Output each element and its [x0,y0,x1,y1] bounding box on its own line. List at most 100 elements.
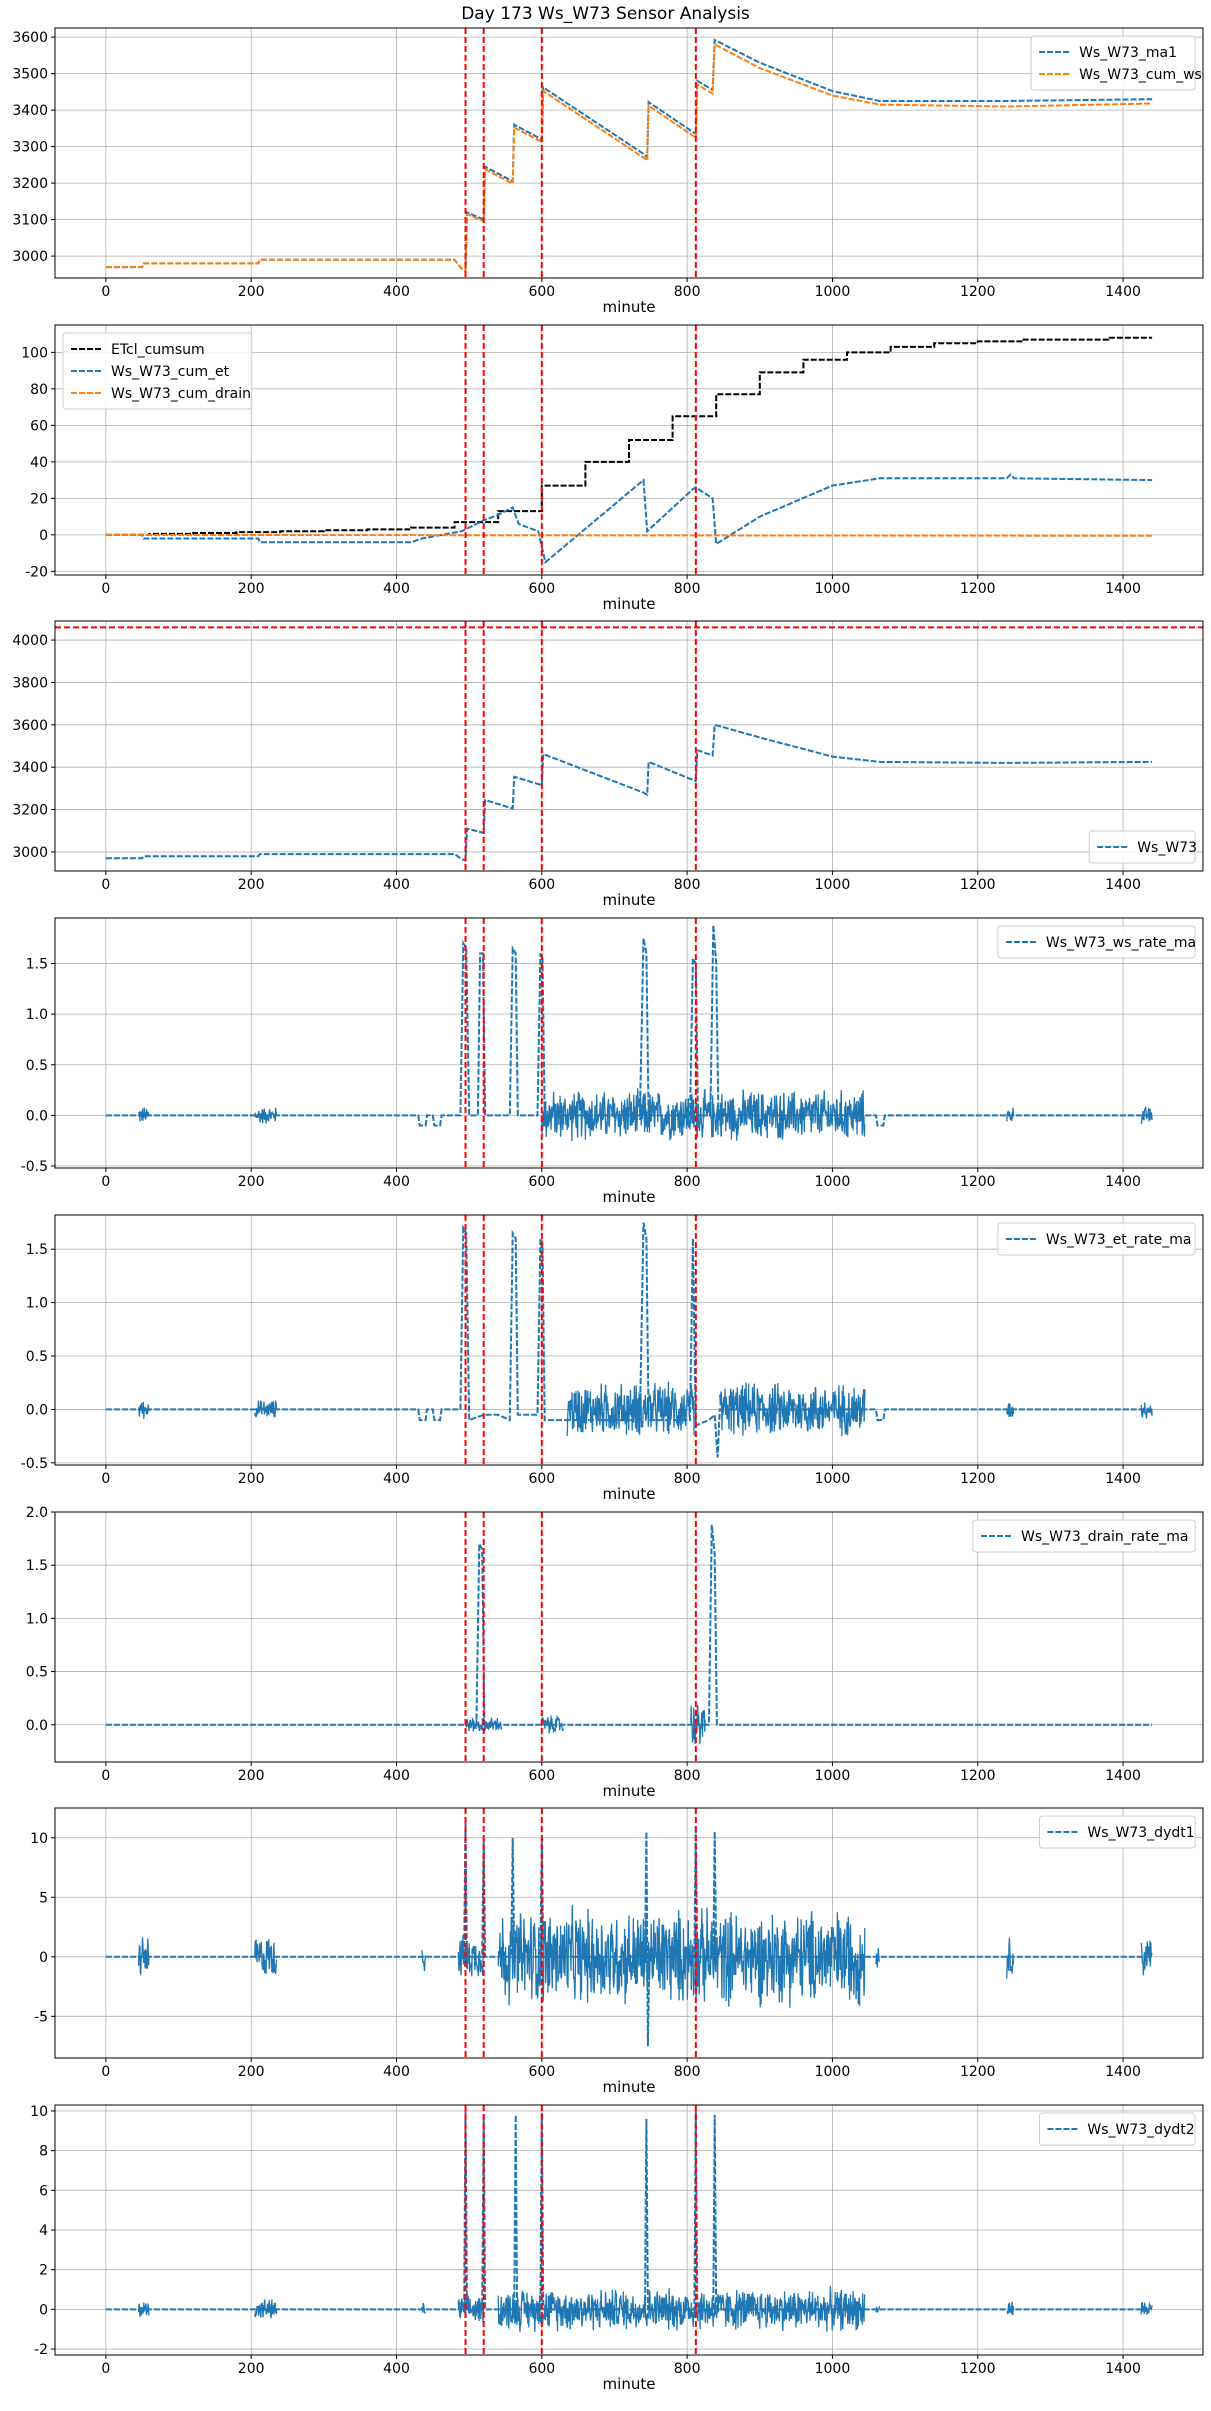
noise-band [137,1937,150,1976]
noise-band [1140,1106,1153,1125]
series-line [105,533,1153,537]
x-tick-label: 1200 [960,1174,996,1190]
x-tick-label: 1400 [1105,1768,1141,1784]
y-tick-label: 40 [30,455,48,471]
noise-band [421,1950,427,1972]
x-tick-label: 800 [674,2064,701,2080]
chart-5: 0 200 400 600 800 1000 1200 1400 -0.5 0.0 0.5 1.0 1.… [21,1214,1204,1503]
legend: Ws_W73_dydt2 [1038,2112,1196,2146]
noise-band [541,1088,866,1142]
legend: Ws_W73_et_rate_ma [997,1222,1196,1256]
y-tick-label: 0.0 [26,1108,48,1124]
x-tick-label: 800 [674,2361,701,2377]
x-axis-label: minute [603,1188,656,1206]
x-axis-label: minute [603,2078,656,2096]
legend-label: Ws_W73_et_rate_ma [1046,1232,1192,1248]
y-tick-label: 10 [30,1831,48,1847]
chart-7: 0 200 400 600 800 1000 1200 1400 -5 0 5 10 minute Ws_… [30,1807,1204,2096]
y-tick-label: 2 [39,2263,48,2279]
legend-label: Ws_W73_ws_rate_ma [1046,935,1196,951]
series-line [105,925,1153,1127]
x-tick-label: 1400 [1105,877,1141,893]
series-line [105,1524,1153,1726]
y-tick-label: 1.5 [26,1558,48,1574]
x-tick-label: 200 [238,877,265,893]
x-tick-label: 1200 [960,1768,996,1784]
axes-frame [54,1807,1204,2059]
y-tick-label: 0.0 [26,1402,48,1418]
x-tick-label: 200 [238,284,265,300]
y-tick-label: 3400 [12,103,48,119]
y-tick-label: 3100 [12,213,48,229]
x-axis-label: minute [603,2375,656,2393]
x-tick-label: 1200 [960,877,996,893]
x-tick-label: 400 [383,1768,410,1784]
y-tick-label: 3500 [12,67,48,83]
x-tick-label: 400 [383,2064,410,2080]
x-tick-label: 600 [528,581,555,597]
x-axis-label: minute [603,595,656,613]
y-tick-label: -0.5 [21,1456,48,1472]
series-line [105,723,1153,862]
x-tick-label: 0 [101,1174,110,1190]
y-tick-label: 3600 [12,30,48,46]
legend-box [997,1222,1196,1256]
y-tick-label: 3200 [12,176,48,192]
x-tick-label: 1400 [1105,1471,1141,1487]
axes-frame [54,27,1204,279]
y-tick-label: 1.0 [26,1611,48,1627]
legend: Ws_W73_ma1 Ws_W73_cum_ws [1030,35,1202,91]
noise-band [541,1714,564,1734]
y-tick-label: 3800 [12,675,48,691]
y-tick-label: 3000 [12,845,48,861]
x-tick-label: 0 [101,2064,110,2080]
axes-frame [54,917,1204,1169]
x-tick-label: 800 [674,284,701,300]
chart-2: 0 200 400 600 800 1000 1200 1400 -20 0 20 40 60 80 100… [21,324,1204,613]
x-tick-label: 600 [528,1768,555,1784]
x-tick-label: 1400 [1105,2361,1141,2377]
legend-label: Ws_W73_cum_et [111,364,230,380]
figure-title: Day 173 Ws_W73 Sensor Analysis [461,4,750,24]
axes-frame [54,620,1204,872]
series-line [105,336,1153,536]
x-axis-label: minute [603,1782,656,1800]
series-line [105,2110,1153,2311]
chart-1: 0 200 400 600 800 1000 1200 1400 3000 3100 3200 330… [12,27,1204,316]
noise-band [1006,2301,1015,2316]
axes-frame [54,1214,1204,1466]
noise-band [254,2298,278,2319]
y-tick-label: 0 [39,1950,48,1966]
noise-band [1006,1937,1015,1979]
legend: Ws_W73_ws_rate_ma [997,925,1196,959]
legend-box [1038,1815,1196,1849]
x-tick-label: 1000 [815,1768,851,1784]
y-tick-label: 80 [30,382,48,398]
x-tick-label: 1400 [1105,2064,1141,2080]
x-tick-label: 400 [383,1174,410,1190]
y-tick-label: 3200 [12,803,48,819]
legend-label: Ws_W73_ma1 [1079,45,1177,61]
x-axis-label: minute [603,1485,656,1503]
x-tick-label: 800 [674,1174,701,1190]
noise-band [1140,1940,1153,1976]
x-tick-label: 0 [101,877,110,893]
y-tick-label: 1.5 [26,957,48,973]
legend-label: ETcl_cumsum [111,342,205,358]
y-tick-label: 20 [30,491,48,507]
plot-area [105,28,1153,278]
y-tick-label: 8 [39,2144,48,2160]
chart-6: 0 200 400 600 800 1000 1200 1400 0.0 0.5 1.0 1.5 2.0… [26,1505,1204,1800]
x-tick-label: 400 [383,284,410,300]
x-tick-label: 600 [528,2064,555,2080]
y-tick-label: 3600 [12,718,48,734]
plot-area [105,2105,1153,2355]
legend-label: Ws_W73_cum_ws [1079,67,1202,83]
noise-band [1140,2301,1153,2315]
noise-band [875,2306,881,2313]
y-tick-label: -5 [34,2009,48,2025]
y-tick-label: 1.0 [26,1296,48,1312]
x-tick-label: 200 [238,1471,265,1487]
x-tick-label: 0 [101,2361,110,2377]
